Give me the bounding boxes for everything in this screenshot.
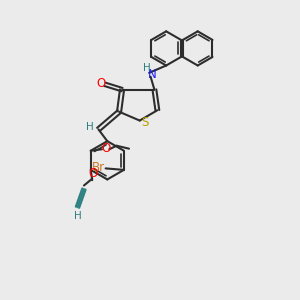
Text: O: O xyxy=(101,142,111,154)
Text: N: N xyxy=(148,68,157,81)
Text: H: H xyxy=(143,63,151,73)
Text: H: H xyxy=(86,122,94,132)
Text: S: S xyxy=(141,116,148,129)
Text: Br: Br xyxy=(92,161,105,174)
Text: H: H xyxy=(74,211,82,220)
Text: O: O xyxy=(89,167,98,180)
Text: O: O xyxy=(97,77,106,90)
